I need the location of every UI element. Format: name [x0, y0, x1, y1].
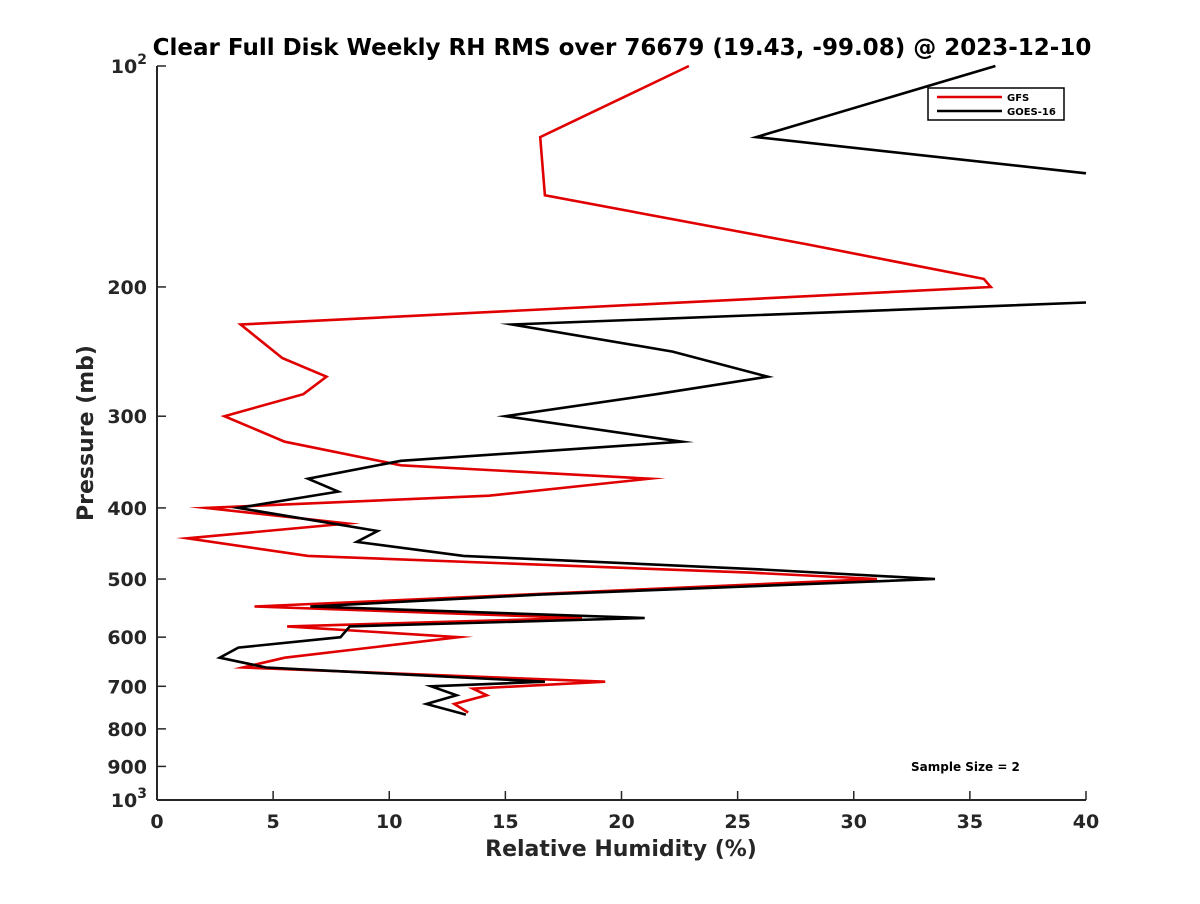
y-tick-label-700: 700 [107, 676, 147, 698]
x-tick-label-35: 35 [957, 811, 983, 833]
x-tick-label-10: 10 [376, 811, 402, 833]
x-tick-label-40: 40 [1073, 811, 1099, 833]
y-tick-label-600: 600 [107, 627, 147, 649]
y-tick-label-200: 200 [107, 277, 147, 299]
x-tick-label-15: 15 [492, 811, 518, 833]
legend-label-gfs: GFS [1007, 93, 1029, 104]
sample-size-annotation: Sample Size = 2 [911, 760, 1020, 774]
axes: 0 5 10 15 20 25 30 35 40 102 200 300 400 500 600 700 800… [107, 52, 1099, 833]
x-tick-label-30: 30 [841, 811, 867, 833]
y-tick-label-500: 500 [107, 569, 147, 591]
x-tick-label-5: 5 [267, 811, 280, 833]
x-tick-label-20: 20 [608, 811, 634, 833]
y-tick-label-300: 300 [107, 406, 147, 428]
legend: GFS GOES-16 [927, 87, 1065, 121]
y-tick-label-1000: 103 [111, 786, 147, 812]
x-tick-label-25: 25 [724, 811, 750, 833]
x-axis-label: Relative Humidity (%) [485, 837, 757, 862]
chart-title: Clear Full Disk Weekly RH RMS over 76679… [153, 35, 1092, 61]
plot-area [176, 64, 1087, 716]
y-tick-label-100: 102 [111, 52, 147, 78]
legend-box [927, 87, 1065, 121]
x-tick-label-0: 0 [150, 811, 163, 833]
y-tick-label-900: 900 [107, 756, 147, 778]
y-tick-label-400: 400 [107, 498, 147, 520]
series-line-gfs [176, 64, 994, 714]
y-axis-label: Pressure (mb) [74, 345, 99, 521]
series-line-goes-16 [215, 64, 1087, 716]
legend-label-goes16: GOES-16 [1007, 107, 1056, 118]
y-tick-label-800: 800 [107, 719, 147, 741]
